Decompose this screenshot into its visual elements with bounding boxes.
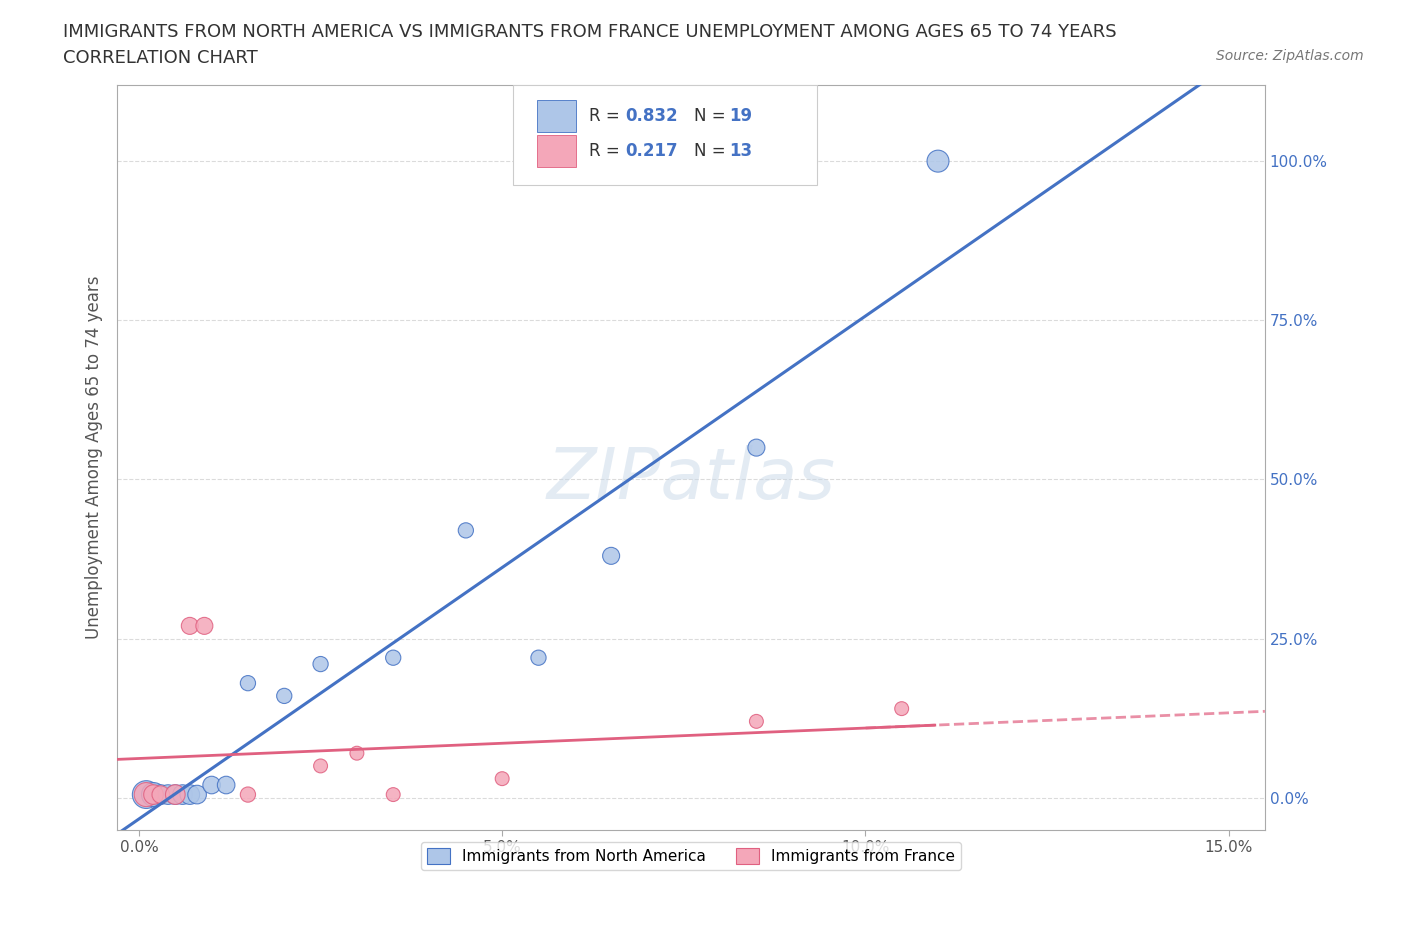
Text: R =: R =: [589, 142, 624, 160]
Point: [157, 787, 180, 802]
Y-axis label: Unemployment Among Ages 65 to 74 years: Unemployment Among Ages 65 to 74 years: [86, 275, 103, 639]
Point: [165, 787, 187, 802]
Point: [491, 771, 513, 786]
Point: [382, 650, 405, 665]
Text: N =: N =: [695, 142, 731, 160]
Point: [179, 787, 201, 802]
Text: 0.832: 0.832: [626, 107, 678, 125]
Point: [149, 787, 172, 802]
Point: [201, 777, 224, 792]
Point: [135, 787, 157, 802]
Point: [172, 787, 194, 802]
Point: [346, 746, 368, 761]
FancyBboxPatch shape: [537, 135, 576, 167]
Point: [142, 787, 165, 802]
Point: [215, 777, 238, 792]
Legend: Immigrants from North America, Immigrants from France: Immigrants from North America, Immigrant…: [420, 843, 962, 870]
Point: [890, 701, 912, 716]
Point: [142, 787, 165, 802]
Point: [382, 787, 405, 802]
Point: [927, 153, 949, 168]
Point: [273, 688, 295, 703]
Point: [454, 523, 477, 538]
Point: [527, 650, 550, 665]
Text: 0.217: 0.217: [626, 142, 678, 160]
Point: [193, 618, 215, 633]
FancyBboxPatch shape: [513, 85, 817, 185]
Point: [149, 787, 172, 802]
Text: 19: 19: [728, 107, 752, 125]
Point: [309, 759, 332, 774]
Point: [236, 676, 259, 691]
Point: [135, 787, 157, 802]
Point: [309, 657, 332, 671]
Text: Source: ZipAtlas.com: Source: ZipAtlas.com: [1216, 49, 1364, 63]
Text: 13: 13: [728, 142, 752, 160]
Point: [165, 787, 187, 802]
Point: [745, 714, 768, 729]
Text: ZIPatlas: ZIPatlas: [547, 445, 835, 514]
FancyBboxPatch shape: [537, 100, 576, 132]
Text: IMMIGRANTS FROM NORTH AMERICA VS IMMIGRANTS FROM FRANCE UNEMPLOYMENT AMONG AGES : IMMIGRANTS FROM NORTH AMERICA VS IMMIGRA…: [63, 23, 1116, 41]
Text: N =: N =: [695, 107, 731, 125]
Point: [745, 440, 768, 455]
Text: R =: R =: [589, 107, 624, 125]
Point: [179, 618, 201, 633]
Point: [600, 549, 623, 564]
Text: CORRELATION CHART: CORRELATION CHART: [63, 49, 259, 67]
Point: [186, 787, 208, 802]
Point: [236, 787, 259, 802]
